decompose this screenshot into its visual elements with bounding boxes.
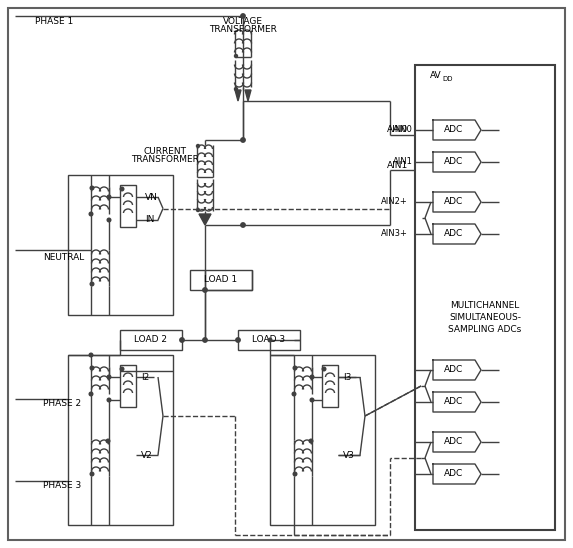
Text: NEUTRAL: NEUTRAL — [43, 253, 84, 261]
Text: V2: V2 — [141, 450, 153, 460]
Circle shape — [180, 338, 184, 342]
Circle shape — [236, 338, 240, 342]
Circle shape — [89, 353, 93, 357]
Circle shape — [241, 138, 245, 142]
Bar — [120, 185, 136, 227]
Circle shape — [310, 375, 314, 379]
Circle shape — [197, 208, 199, 212]
Text: MULTICHANNEL: MULTICHANNEL — [450, 300, 520, 310]
Circle shape — [293, 366, 297, 370]
Text: AIN1: AIN1 — [393, 157, 413, 167]
Text: I2: I2 — [141, 373, 149, 381]
Circle shape — [197, 145, 199, 147]
Text: LOAD 1: LOAD 1 — [205, 276, 238, 284]
Text: ADC: ADC — [445, 437, 464, 447]
Text: ADC: ADC — [445, 125, 464, 134]
Text: IN: IN — [145, 215, 154, 225]
Polygon shape — [199, 214, 211, 225]
Text: DD: DD — [442, 76, 453, 82]
Circle shape — [90, 186, 94, 190]
Circle shape — [90, 366, 94, 370]
Text: LOAD 2: LOAD 2 — [135, 335, 167, 345]
Text: VOLTAGE: VOLTAGE — [223, 18, 263, 26]
Text: PHASE 2: PHASE 2 — [43, 399, 81, 408]
Bar — [120, 365, 136, 407]
Circle shape — [106, 439, 110, 443]
Circle shape — [107, 218, 111, 222]
Bar — [68, 175, 173, 315]
Polygon shape — [433, 152, 481, 172]
Polygon shape — [433, 464, 481, 484]
Text: ADC: ADC — [445, 157, 464, 167]
Polygon shape — [433, 120, 481, 140]
Text: VN: VN — [145, 192, 158, 202]
Text: PHASE 3: PHASE 3 — [43, 482, 81, 490]
Circle shape — [293, 472, 297, 476]
Bar — [68, 355, 173, 525]
Circle shape — [107, 398, 111, 402]
Circle shape — [292, 392, 296, 396]
Text: PHASE 1: PHASE 1 — [35, 18, 73, 26]
Circle shape — [89, 212, 93, 216]
Text: SIMULTANEOUS-: SIMULTANEOUS- — [449, 312, 521, 322]
Bar — [270, 355, 375, 525]
Text: AIN1: AIN1 — [387, 161, 408, 169]
Circle shape — [107, 195, 111, 199]
Text: SAMPLING ADCs: SAMPLING ADCs — [449, 324, 521, 334]
Polygon shape — [433, 432, 481, 452]
Text: AIN0: AIN0 — [393, 125, 413, 134]
Text: CURRENT: CURRENT — [143, 147, 186, 157]
Circle shape — [203, 288, 207, 292]
Bar — [120, 330, 182, 350]
Text: I3: I3 — [343, 373, 351, 381]
Circle shape — [241, 223, 245, 227]
Bar — [238, 330, 300, 350]
Circle shape — [90, 282, 94, 286]
Text: ADC: ADC — [445, 366, 464, 374]
Polygon shape — [433, 192, 481, 212]
Text: ADC: ADC — [445, 470, 464, 478]
Text: LOAD 3: LOAD 3 — [253, 335, 285, 345]
Circle shape — [203, 338, 207, 342]
Polygon shape — [245, 90, 251, 101]
Circle shape — [268, 338, 272, 342]
Circle shape — [90, 472, 94, 476]
Circle shape — [89, 392, 93, 396]
Bar — [415, 65, 555, 530]
Circle shape — [120, 187, 124, 191]
Text: TRANSFORMER: TRANSFORMER — [209, 26, 277, 35]
Text: AIN3+: AIN3+ — [381, 230, 408, 238]
Circle shape — [241, 14, 245, 18]
Circle shape — [322, 367, 326, 371]
Polygon shape — [433, 224, 481, 244]
Text: TRANSFORMER: TRANSFORMER — [131, 156, 199, 164]
Circle shape — [107, 375, 111, 379]
Circle shape — [234, 88, 237, 90]
Polygon shape — [433, 360, 481, 380]
Circle shape — [309, 439, 313, 443]
Circle shape — [310, 398, 314, 402]
Text: AIN2+: AIN2+ — [381, 197, 408, 207]
Text: AV: AV — [430, 71, 442, 79]
Bar — [322, 365, 338, 407]
Text: ADC: ADC — [445, 197, 464, 207]
Circle shape — [120, 367, 124, 371]
Bar — [190, 270, 252, 290]
Polygon shape — [433, 392, 481, 412]
Circle shape — [234, 54, 237, 58]
Text: V3: V3 — [343, 450, 355, 460]
Text: AIN0: AIN0 — [387, 125, 408, 134]
Text: ADC: ADC — [445, 397, 464, 407]
Text: ADC: ADC — [445, 230, 464, 238]
Polygon shape — [235, 90, 241, 101]
